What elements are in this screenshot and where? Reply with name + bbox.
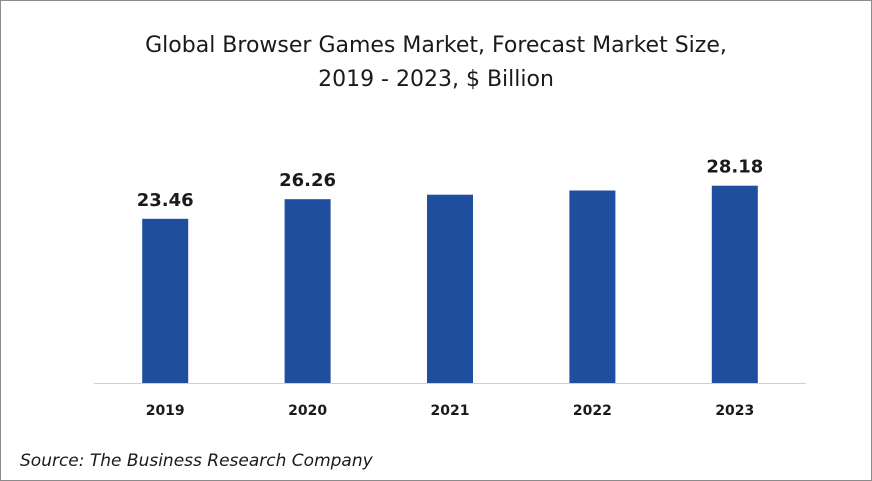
source-note: Source: The Business Research Company	[20, 451, 373, 471]
x-tick-label-2019: 2019	[146, 403, 185, 419]
x-tick-label-2021: 2021	[431, 403, 470, 419]
bar-2022	[569, 190, 616, 383]
data-label-2020: 26.26	[279, 170, 336, 191]
chart-title-line-2: 2019 - 2023, $ Billion	[318, 67, 554, 92]
chart-title-line-1: Global Browser Games Market, Forecast Ma…	[145, 33, 727, 58]
bar-2020	[284, 199, 331, 383]
x-tick-label-2020: 2020	[288, 403, 327, 419]
data-label-2023: 28.18	[706, 157, 763, 178]
chart-title: Global Browser Games Market, Forecast Ma…	[1, 29, 871, 97]
x-tick-label-2023: 2023	[715, 403, 754, 419]
data-label-2019: 23.46	[137, 190, 194, 211]
bar-2021	[427, 194, 473, 383]
x-tick-label-2022: 2022	[573, 403, 612, 419]
bar-2023	[711, 185, 758, 383]
bar-2019	[142, 218, 189, 383]
